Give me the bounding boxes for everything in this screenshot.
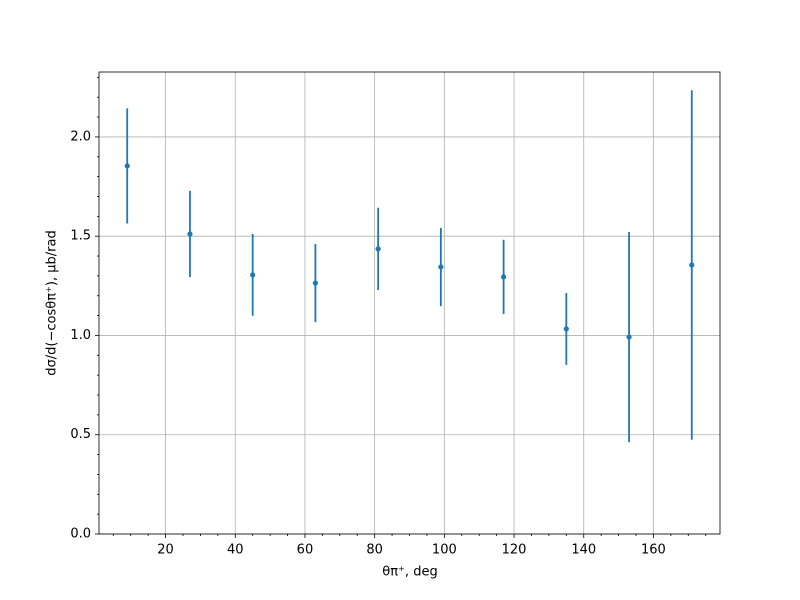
data-point [438, 264, 444, 270]
y-tick-label: 0.5 [70, 427, 91, 442]
data-point [312, 280, 319, 286]
y-tick-label: 1.0 [70, 328, 91, 343]
x-tick-label: 20 [157, 543, 174, 558]
y-tick-label: 0.0 [70, 527, 91, 542]
x-axis-label: θπ⁺, deg [382, 565, 437, 580]
y-tick-label: 1.5 [70, 229, 91, 244]
x-tick-label: 100 [432, 543, 457, 558]
x-tick-label: 80 [366, 543, 383, 558]
data-point [187, 231, 193, 237]
x-tick-label: 120 [502, 543, 527, 558]
x-tick-label: 60 [297, 543, 314, 558]
data-point [689, 262, 695, 268]
plot-frame [98, 71, 721, 535]
data-point [626, 334, 632, 340]
x-tick-label: 40 [227, 543, 244, 558]
x-tick-label: 160 [641, 543, 666, 558]
data-point [124, 163, 130, 169]
x-tick-label: 140 [571, 543, 596, 558]
data-point [250, 272, 256, 278]
y-tick-label: 2.0 [70, 129, 91, 144]
data-point [500, 274, 507, 280]
data-point [375, 246, 381, 252]
data-point [563, 326, 569, 332]
y-axis-label: dσ/d(−cosθπ⁺), μb/rad [45, 230, 60, 375]
